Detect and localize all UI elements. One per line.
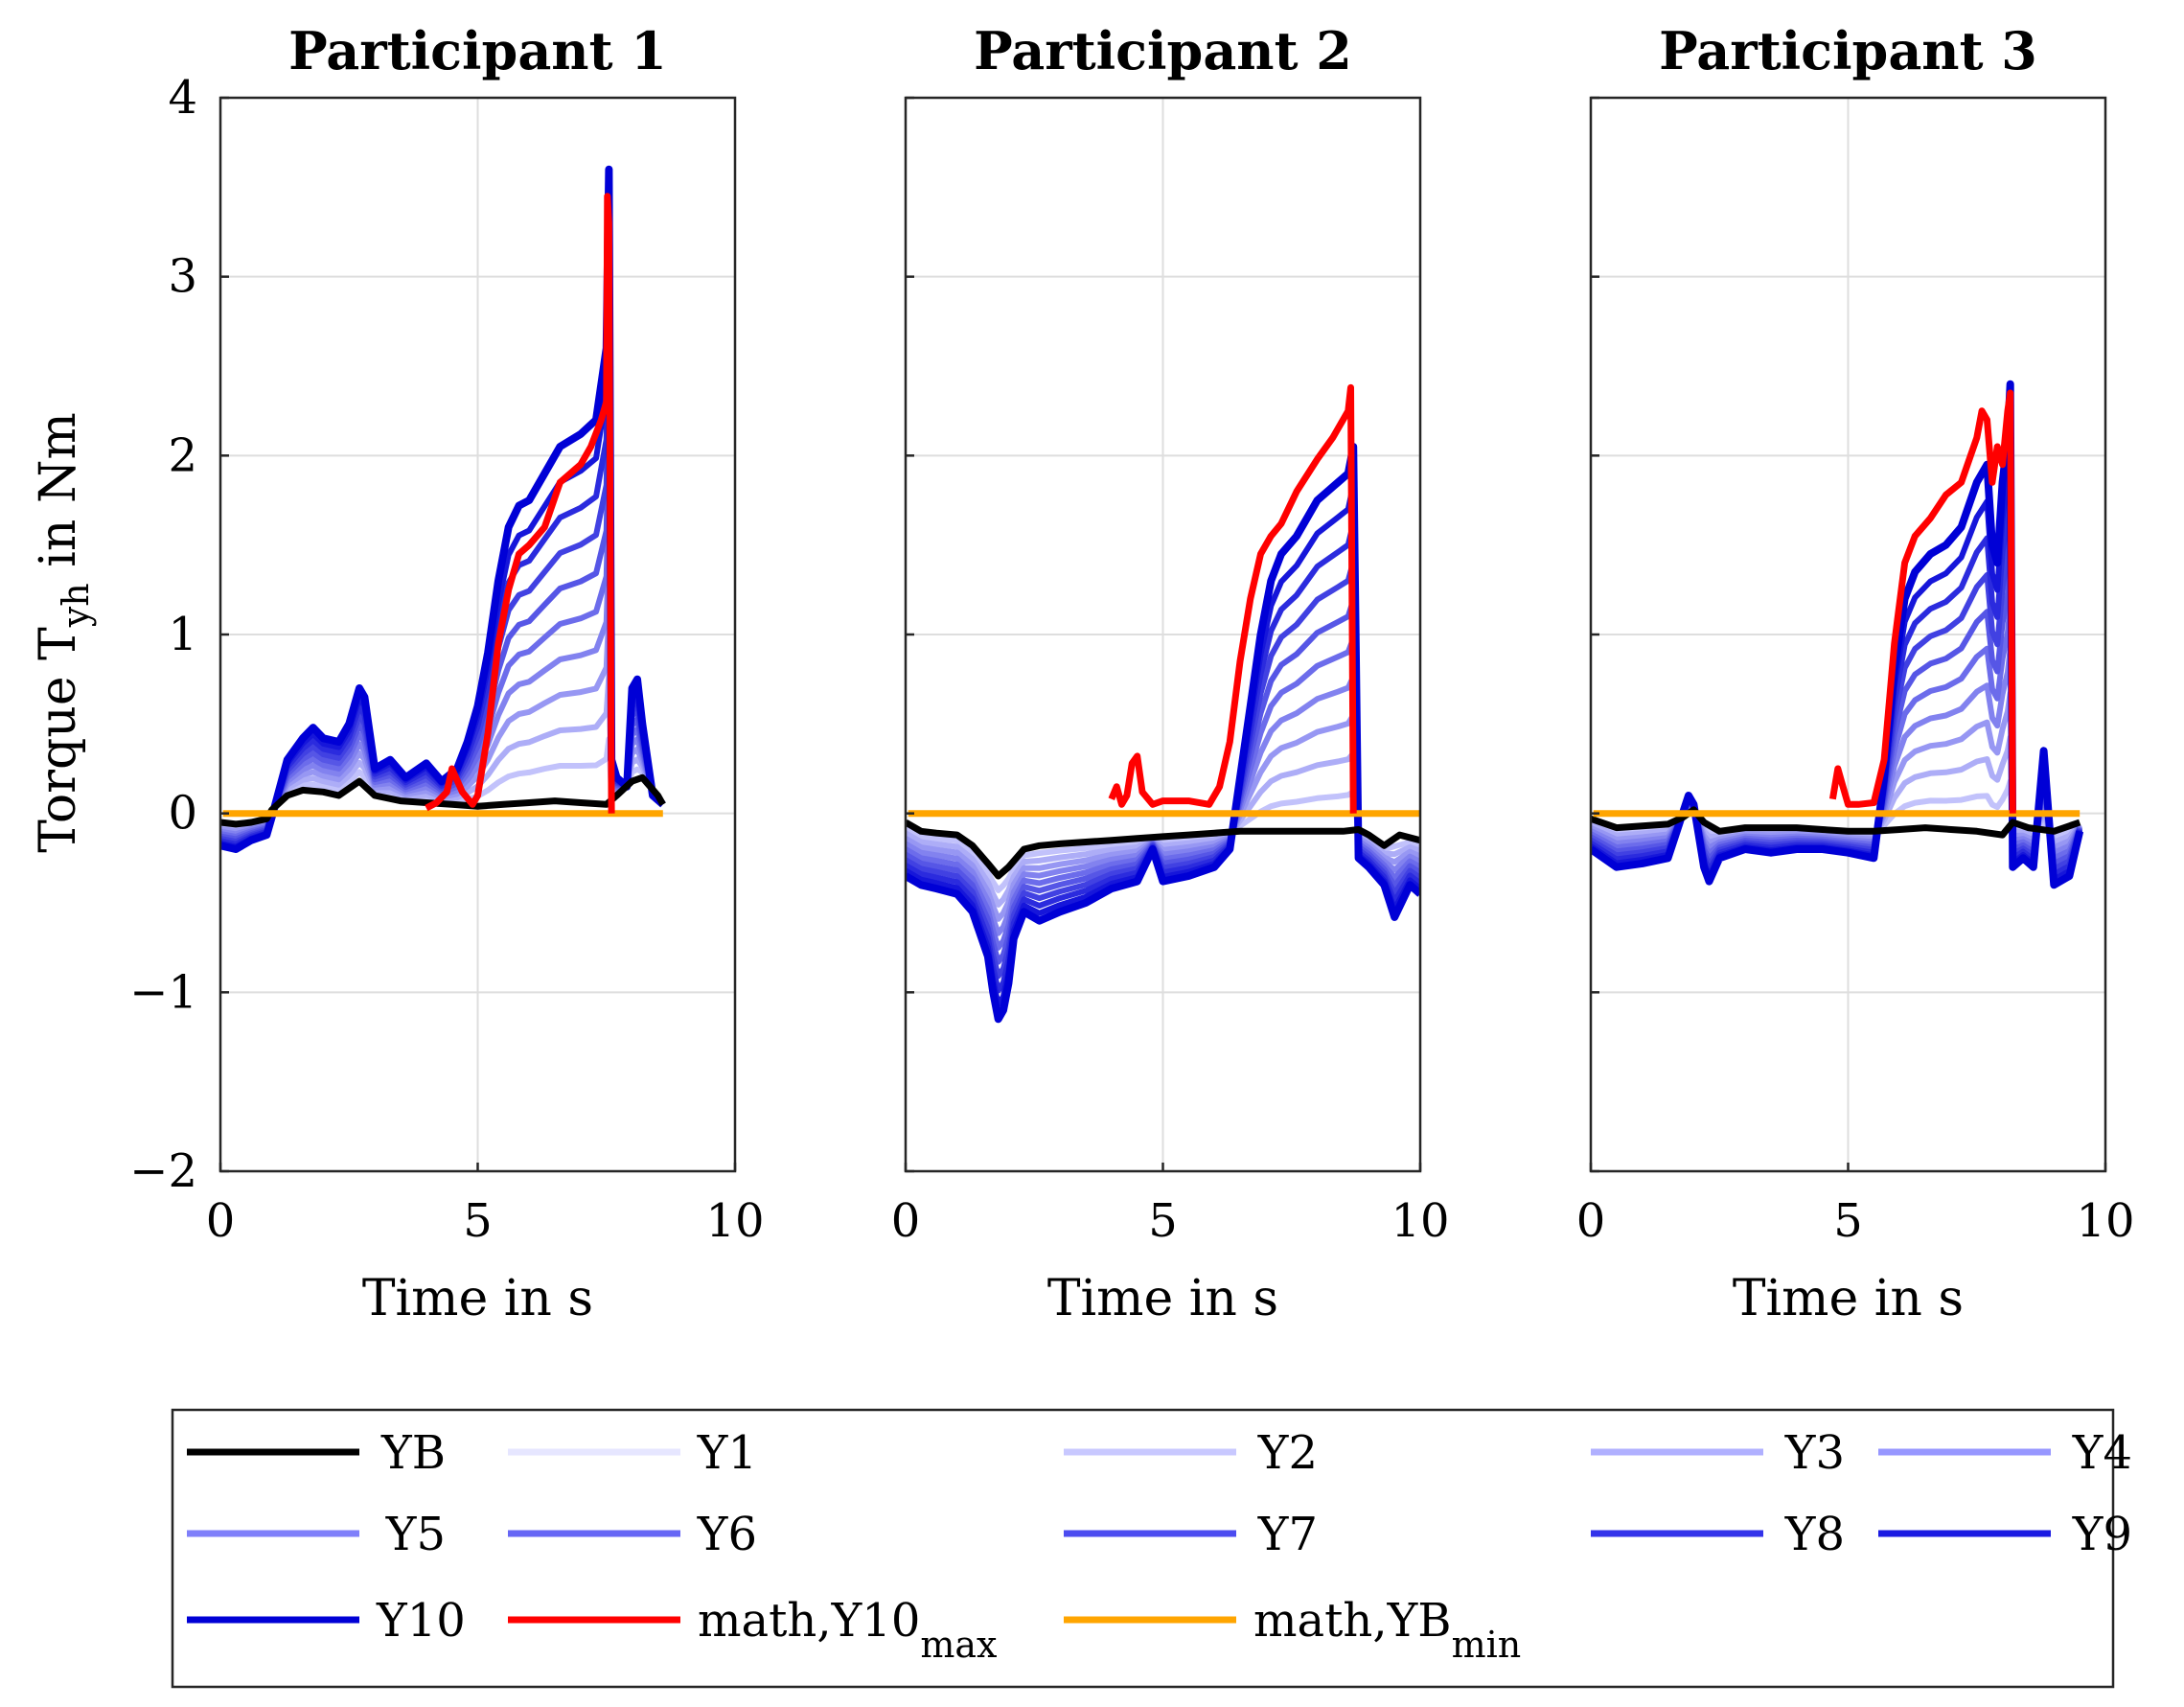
legend-label: Y7	[1257, 1508, 1318, 1561]
legend-label-main: Y1	[697, 1426, 757, 1480]
legend-label: Y8	[1784, 1508, 1845, 1561]
legend-label-main: Y6	[697, 1508, 757, 1561]
y-tick-label: −2	[129, 1144, 197, 1198]
legend-item-y2: Y2	[1064, 1426, 1318, 1480]
series-line-y5	[1591, 602, 2082, 862]
series-line-math-y10-max	[1108, 383, 1357, 814]
legend-label: Y2	[1257, 1426, 1318, 1480]
series-line-y10	[220, 165, 666, 853]
legend-label-main: Y4	[2072, 1426, 2132, 1480]
legend-item-y7: Y7	[1064, 1508, 1318, 1561]
x-tick-label: 5	[1833, 1194, 1863, 1248]
legend-label: Y4	[2072, 1426, 2132, 1480]
legend-label-main: Y7	[1257, 1508, 1318, 1561]
panel-title: Participant 3	[1659, 20, 2037, 81]
x-tick-label: 0	[1576, 1194, 1606, 1248]
y-tick-label: 1	[168, 608, 197, 661]
legend-item-y10: Y10	[187, 1594, 466, 1648]
legend-item-ymin: math,YBmin	[1064, 1594, 1521, 1666]
y-tick-label: 0	[168, 787, 197, 841]
legend-item-y3: Y3	[1591, 1426, 1845, 1480]
legend-label: Y9	[2072, 1508, 2132, 1561]
legend-label-main: Y3	[1784, 1426, 1845, 1480]
y-tick-label: 2	[168, 428, 197, 482]
plot-area	[220, 165, 666, 853]
x-axis-label: Time in s	[1733, 1270, 1964, 1327]
panel-participant-3: Participant 3 0 5 10 Time in s	[1576, 20, 2135, 1327]
legend-label-main: Y2	[1257, 1426, 1318, 1480]
panel-participant-1: Participant 1 0 5 10 Time in s −2 −1 0 1 2 3 4	[129, 20, 764, 1327]
y-axis-label-tail: in Nm	[30, 412, 87, 583]
y-tick-label: 4	[168, 71, 197, 125]
plot-area	[906, 383, 1420, 1024]
panel-title: Participant 2	[974, 20, 1352, 81]
svg-text:Torque Tyh in Nm: Torque Tyh in Nm	[30, 412, 97, 853]
y-axis-label-main: Torque T	[30, 627, 87, 853]
legend-item-yb: YB	[187, 1426, 446, 1480]
legend-label-main: Y8	[1784, 1508, 1845, 1561]
legend-label-sub: max	[920, 1624, 997, 1666]
panel-title: Participant 1	[288, 20, 667, 81]
legend-label: Y5	[385, 1508, 446, 1561]
x-tick-label: 10	[2076, 1194, 2134, 1248]
series-line-math-y10-max	[1828, 389, 2016, 814]
series-line-yb	[220, 773, 666, 828]
legend-label-main: Y9	[2072, 1508, 2132, 1561]
legend-label-main: Y5	[385, 1508, 446, 1561]
legend-item-y1: Y1	[508, 1426, 757, 1480]
legend-item-y9: Y9	[1878, 1508, 2132, 1561]
legend-label: YB	[380, 1426, 446, 1480]
legend-item-y5: Y5	[187, 1508, 446, 1561]
x-axis-label: Time in s	[362, 1270, 593, 1327]
y-axis-label-sub: yh	[55, 583, 97, 628]
x-tick-label: 10	[705, 1194, 764, 1248]
series-line-yb	[906, 819, 1420, 880]
x-tick-label: 0	[206, 1194, 236, 1248]
legend-label-main: math,Y10	[698, 1594, 920, 1648]
legend-label: math,Y10max	[698, 1594, 997, 1666]
legend-item-ymax: math,Y10max	[508, 1594, 997, 1666]
series-line-math-y10-max	[425, 193, 615, 814]
legend-label-main: YB	[380, 1426, 446, 1480]
x-tick-label: 5	[1148, 1194, 1178, 1248]
legend-label-main: math,YB	[1253, 1594, 1452, 1648]
panel-participant-2: Participant 2 0 5 10 Time in s	[891, 20, 1450, 1327]
x-tick-label: 0	[891, 1194, 921, 1248]
legend-label-sub: min	[1452, 1624, 1522, 1666]
y-tick-label: 3	[168, 250, 197, 304]
series-line-y10	[1591, 380, 2084, 889]
legend-label: Y6	[697, 1508, 757, 1561]
plot-area	[1591, 380, 2084, 889]
legend-label-main: Y10	[376, 1594, 466, 1648]
x-tick-label: 10	[1391, 1194, 1449, 1248]
x-tick-label: 5	[463, 1194, 493, 1248]
legend-item-y8: Y8	[1591, 1508, 1845, 1561]
legend-label: Y1	[697, 1426, 757, 1480]
legend-box	[171, 1408, 2115, 1689]
legend-item-y6: Y6	[508, 1508, 757, 1561]
legend-label: Y10	[376, 1594, 466, 1648]
legend-item-y4: Y4	[1878, 1426, 2132, 1480]
legend-label: Y3	[1784, 1426, 1845, 1480]
legend-label: math,YBmin	[1253, 1594, 1521, 1666]
x-axis-label: Time in s	[1047, 1270, 1278, 1327]
series-line-yb	[1591, 806, 2081, 839]
y-tick-label: −1	[129, 965, 197, 1019]
y-axis-label: Torque Tyh in Nm	[30, 412, 97, 853]
